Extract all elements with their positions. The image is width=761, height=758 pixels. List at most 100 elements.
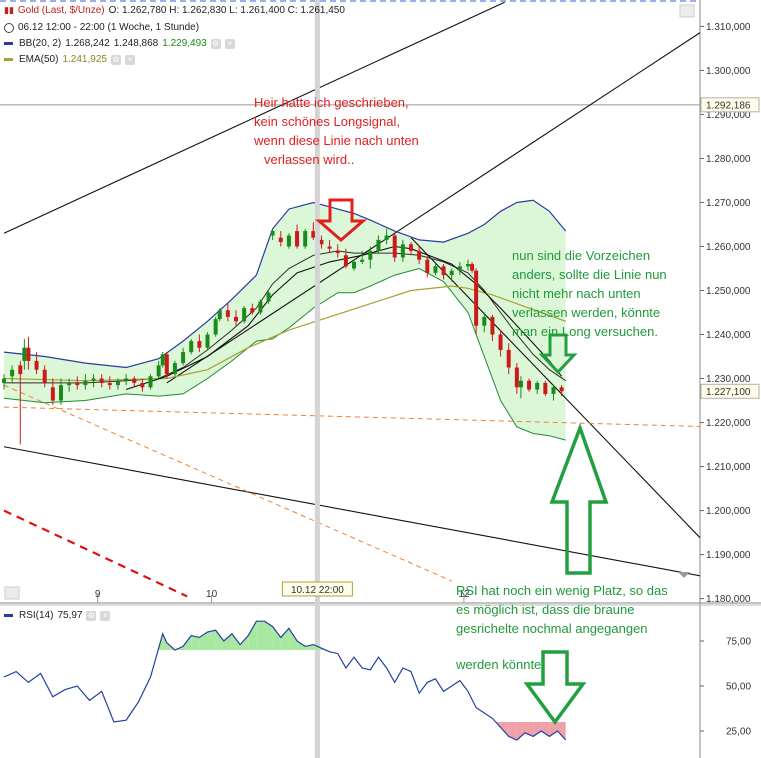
candle-body	[115, 380, 120, 386]
candle	[91, 374, 96, 388]
candle	[360, 250, 365, 265]
candle	[470, 261, 475, 273]
candle-body	[266, 292, 271, 302]
time-tick-label: 9	[95, 589, 101, 600]
candle	[234, 310, 238, 326]
candle-body	[417, 250, 422, 260]
candle-body	[189, 341, 194, 353]
candle	[258, 299, 263, 315]
note-line: gesrichelte nochmal angegangen	[456, 621, 648, 636]
time-marker-box	[281, 581, 353, 597]
green-arrow-down-icon	[538, 333, 578, 375]
candle	[514, 363, 519, 394]
line-channel-lower	[3, 446, 700, 577]
candle	[506, 343, 511, 375]
candle-body	[148, 376, 153, 388]
close-icon[interactable]: ×	[224, 38, 235, 49]
price-tick-label: 1.270,000	[706, 198, 751, 209]
candle-body	[42, 369, 47, 383]
candle-body	[449, 270, 454, 276]
line-trend-down-black	[410, 237, 700, 539]
candle	[18, 360, 23, 445]
legend-instrument: ▮▮ Gold (Last, $/Unze) O: 1.262,780 H: 1…	[4, 5, 345, 16]
candle-body	[295, 231, 300, 247]
candle	[368, 246, 373, 269]
note-line: RSI hat noch ein wenig Platz, so das	[456, 583, 668, 598]
candle	[474, 268, 479, 335]
price-tick-label: 1.190,000	[706, 550, 751, 561]
price-tick-label: 1.200,000	[706, 506, 751, 517]
line-trend-up-black	[166, 32, 700, 384]
rsi-overbought-fill	[256, 621, 265, 650]
candle-body	[303, 231, 308, 247]
candle-body	[518, 380, 523, 388]
time-marker-label: 10.12 22:00	[291, 585, 344, 596]
annotation-red-note: Heir hatte ich geschrieben, kein schönes…	[254, 93, 419, 169]
candle-body	[140, 382, 145, 388]
candle	[124, 374, 129, 386]
candle	[160, 352, 165, 368]
candle	[527, 378, 532, 392]
candle-body	[482, 316, 487, 326]
candle-body	[99, 378, 104, 383]
settings-icon[interactable]: ⚙	[110, 54, 121, 65]
candle	[409, 242, 414, 256]
rsi-overbought-fill	[191, 635, 200, 650]
candle	[559, 385, 564, 397]
rsi-overbought-fill	[288, 628, 298, 650]
candle-body	[551, 387, 556, 394]
price-tick-label: 1.300,000	[706, 66, 751, 77]
settings-icon[interactable]: ⚙	[86, 610, 97, 621]
price-marker-label: 1.292,186	[706, 100, 751, 111]
price-marker-box	[700, 383, 760, 399]
time-range: 06.12 12:00 - 22:00 (1 Woche, 1 Stunde)	[18, 22, 200, 33]
candle	[75, 376, 80, 390]
candle	[164, 352, 169, 379]
time-tick-label: 10	[206, 589, 218, 600]
close-icon[interactable]: ×	[124, 54, 135, 65]
candle	[286, 233, 291, 249]
candle	[107, 376, 112, 390]
settings-icon[interactable]: ⚙	[210, 38, 221, 49]
candle-body	[197, 341, 202, 348]
price-tick-label: 1.210,000	[706, 462, 751, 473]
candle	[303, 228, 308, 249]
close-icon[interactable]: ×	[100, 610, 111, 621]
bollinger-upper-line	[3, 199, 567, 369]
candle-body	[22, 347, 27, 361]
candle-body	[258, 301, 263, 313]
candle-body	[34, 360, 39, 370]
ema-swatch	[4, 58, 13, 61]
rsi-oversold-fill	[549, 722, 558, 737]
candle-body	[409, 244, 414, 251]
candle-body	[286, 235, 291, 247]
candle	[2, 374, 6, 390]
ema50-line	[3, 285, 566, 382]
annotation-green-note-top: nun sind die Vorzeichen anders, sollte d…	[512, 246, 667, 341]
candle	[278, 231, 283, 247]
candle-body	[132, 378, 137, 383]
ema-label: EMA(50)	[19, 54, 59, 65]
bollinger-lower: 1.229,493	[162, 38, 207, 49]
clock-icon	[4, 22, 14, 33]
candle	[26, 336, 31, 370]
candle	[498, 330, 503, 357]
price-tick-label: 1.250,000	[706, 286, 751, 297]
candle	[417, 246, 422, 265]
candle	[518, 376, 523, 399]
candle-body	[543, 382, 548, 394]
candle	[197, 334, 202, 353]
candle-body	[213, 319, 218, 335]
candle-body	[124, 378, 129, 381]
candle-body	[278, 237, 283, 243]
rsi-tick-label: 50,00	[726, 682, 751, 693]
candle-body	[67, 382, 72, 386]
rsi-overbought-fill	[207, 630, 216, 650]
candle	[217, 308, 222, 322]
note-line: man ein Long versuchen.	[512, 324, 658, 339]
rsi-value: 75,97	[57, 610, 83, 621]
line-dashed-orange-down	[3, 384, 452, 582]
candle-body	[91, 378, 96, 381]
candle	[441, 264, 446, 280]
